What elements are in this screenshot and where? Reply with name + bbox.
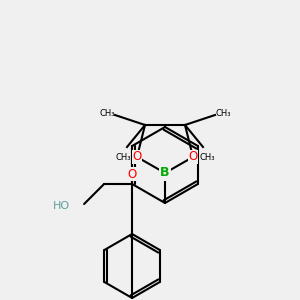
Text: CH₃: CH₃: [215, 109, 231, 118]
Text: CH₃: CH₃: [199, 152, 215, 161]
Text: O: O: [128, 167, 137, 181]
Text: CH₃: CH₃: [115, 152, 131, 161]
Text: O: O: [132, 151, 142, 164]
Text: B: B: [160, 167, 170, 179]
Text: HO: HO: [53, 201, 70, 211]
Text: O: O: [188, 151, 198, 164]
Text: CH₃: CH₃: [99, 109, 115, 118]
